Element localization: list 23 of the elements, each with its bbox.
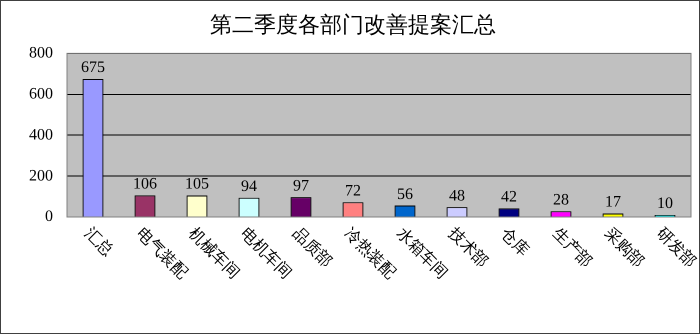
y-tick-label: 800: [29, 44, 53, 62]
data-label: 10: [657, 195, 673, 212]
chart-title: 第二季度各部门改善提案汇总: [210, 12, 496, 37]
data-label: 42: [501, 188, 517, 206]
x-tick-label: 汇总: [81, 224, 117, 260]
data-label: 17: [605, 194, 621, 211]
y-tick-label: 0: [45, 208, 53, 226]
data-label: 28: [553, 191, 569, 208]
y-tick-label: 600: [29, 86, 53, 103]
data-label: 105: [185, 176, 209, 193]
y-tick-label: 200: [29, 167, 53, 184]
x-tick-label: 仓库: [497, 224, 533, 260]
data-label: 56: [397, 186, 413, 203]
data-label: 106: [133, 176, 157, 193]
y-tick-label: 400: [29, 126, 53, 144]
data-label: 675: [81, 59, 105, 76]
data-label: 97: [293, 177, 309, 194]
x-tick-label: 研发部: [653, 224, 700, 271]
x-tick-label: 采购部: [601, 224, 648, 271]
data-label: 94: [241, 178, 257, 195]
data-label: 72: [345, 182, 361, 200]
data-label: 48: [449, 187, 465, 204]
x-tick-label: 生产部: [549, 224, 596, 271]
